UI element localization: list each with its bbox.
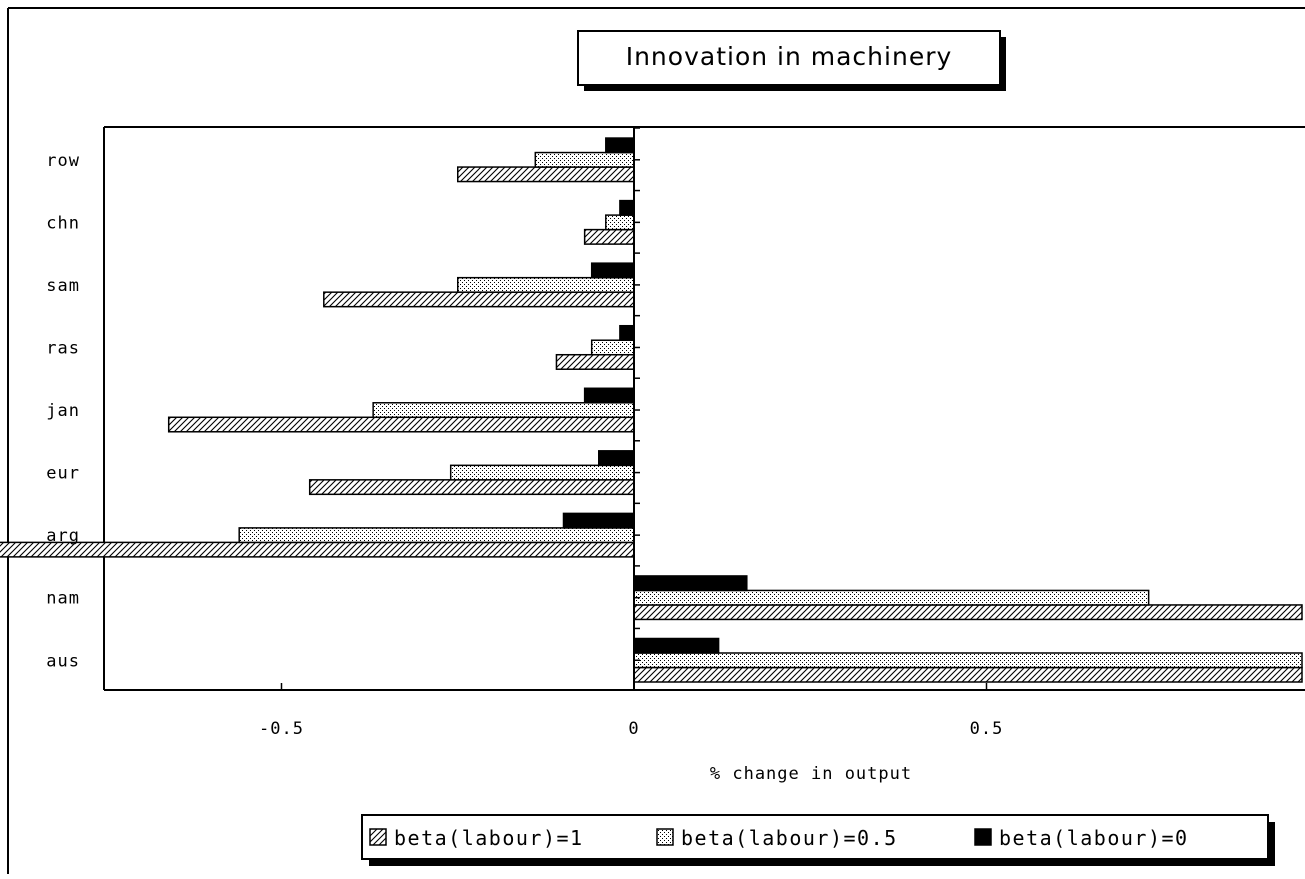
bar-eur-series-2 [598,450,635,467]
bar-sam-series-0 [323,291,635,308]
chart-title: Innovation in machinery [626,42,953,71]
legend-label: beta(labour)=1 [394,826,584,850]
bar-nam-series-1 [633,589,1150,606]
bar-aus-series-0 [633,666,1303,683]
legend-label: beta(labour)=0 [999,826,1189,850]
x-tick-label: -0.5 [259,719,304,739]
legend-swatch [369,828,387,846]
bar-jan-series-2 [583,387,635,404]
bar-arg-series-2 [562,512,635,529]
bar-ras-series-1 [590,339,635,356]
bar-sam-series-1 [457,276,635,293]
bar-chn-series-2 [619,199,635,216]
bar-ras-series-0 [555,353,635,370]
bar-row-series-1 [534,151,635,168]
legend-swatch [656,828,674,846]
x-tick-label: 0 [628,719,639,739]
bar-sam-series-2 [590,262,635,279]
bar-nam-series-0 [633,604,1303,621]
bar-ras-series-2 [619,324,635,341]
bar-eur-series-1 [449,464,635,481]
title-box [577,30,1001,86]
bar-jan-series-1 [372,402,635,419]
bar-chn-series-0 [583,228,635,245]
bar-jan-series-0 [167,416,635,433]
y-tick-label: eur [46,464,80,484]
bar-chn-series-1 [605,214,635,231]
y-tick-label: sam [46,276,80,296]
ticks-group: ausnamargeurjanrassamchnrow-1.5-1-0.500.… [46,127,1004,739]
y-tick-label: jan [46,401,80,421]
bar-eur-series-0 [308,479,635,496]
x-tick-label: 0.5 [970,719,1004,739]
y-tick-label: ras [46,338,80,358]
legend-box [361,814,1269,860]
bar-aus-series-2 [633,637,720,654]
bar-row-series-2 [605,137,635,154]
y-tick-label: arg [46,526,80,546]
y-tick-label: nam [46,589,80,609]
bar-row-series-0 [457,166,635,183]
y-tick-label: row [46,151,80,171]
bars-group [0,137,1303,683]
y-tick-label: chn [46,213,80,233]
bar-aus-series-1 [633,652,1303,669]
legend-label: beta(labour)=0.5 [681,826,898,850]
legend: beta(labour)=1 beta(labour)=0.5 beta(labou… [369,826,1189,850]
bar-nam-series-2 [633,575,748,592]
bar-arg-series-1 [238,527,635,544]
x-axis-label: % change in output [710,764,912,784]
legend-swatch [974,828,992,846]
y-tick-label: aus [46,651,80,671]
bar-arg-series-0 [0,541,635,558]
